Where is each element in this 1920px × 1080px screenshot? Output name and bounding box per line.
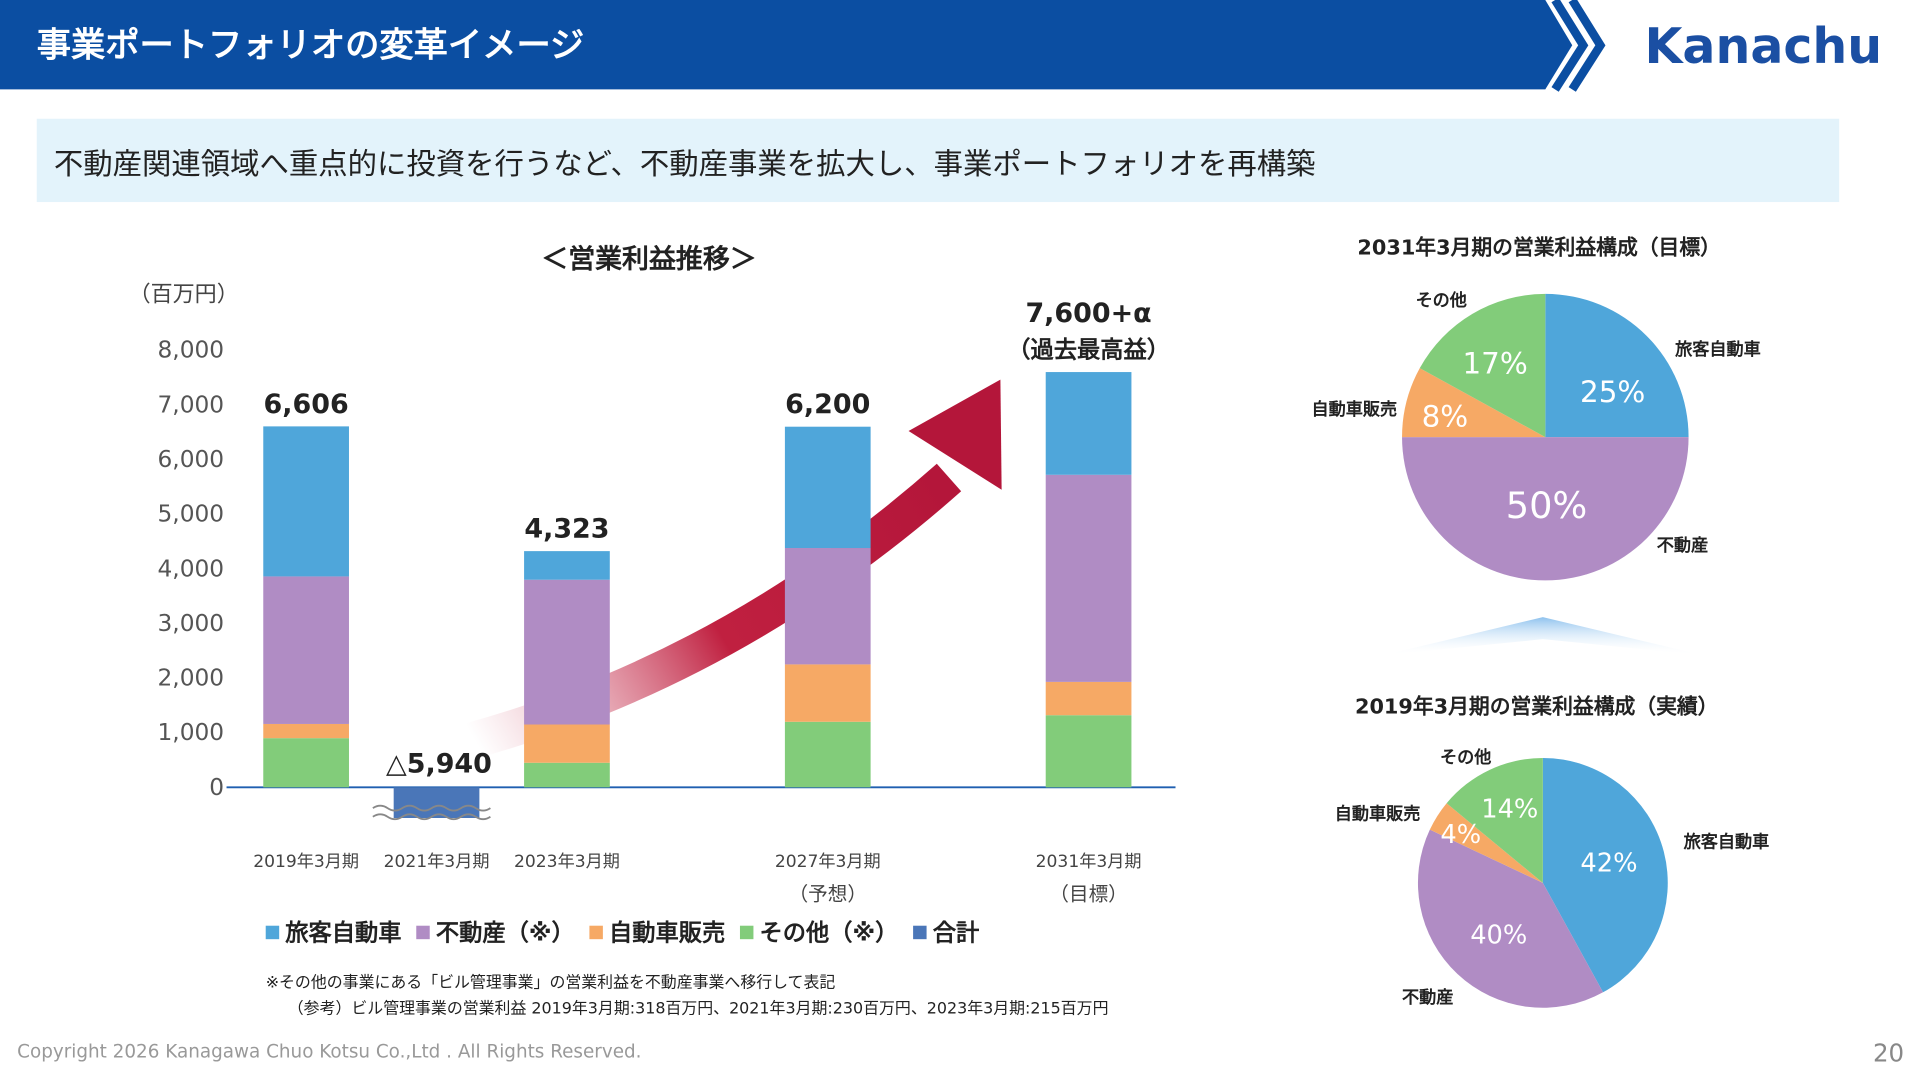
- pie-category-label: その他: [1440, 747, 1491, 768]
- header-title: 事業ポートフォリオの変革イメージ: [37, 25, 585, 65]
- bar-segment: [1045, 715, 1132, 788]
- y-tick-label: 0: [209, 774, 224, 801]
- legend-label: 自動車販売: [609, 920, 725, 947]
- pie-category-label: 不動産: [1657, 535, 1708, 556]
- pie-value-label: 4%: [1440, 820, 1481, 850]
- legend-swatch: [416, 925, 430, 940]
- bar-segment: [524, 551, 610, 580]
- pie-title: 2019年3月期の営業利益構成（実績）: [1355, 695, 1719, 719]
- pie-slice: [1417, 829, 1604, 1008]
- total-bar: [393, 787, 480, 818]
- pie-value-label: 50%: [1506, 484, 1588, 527]
- y-tick-label: 2,000: [158, 665, 225, 692]
- bar-segment: [263, 576, 349, 724]
- chevron: [1568, 0, 1606, 92]
- total-label: 6,606: [264, 389, 349, 420]
- bar-segment: [263, 738, 349, 788]
- legend-label: 不動産（※）: [436, 920, 575, 947]
- charts: ＜営業利益推移＞ （百万円） 0 1,000 2,000 3,000 4,000 5,000 6…: [129, 235, 1770, 1008]
- pie-value-label: 42%: [1580, 848, 1637, 878]
- pie-slice: [1402, 437, 1689, 581]
- copyright: Copyright 2026 Kanagawa Chuo Kotsu Co.,L…: [17, 1041, 641, 1062]
- pie-slice: [1545, 293, 1689, 438]
- legend-label: 合計: [933, 920, 980, 947]
- pie-slice: [1429, 803, 1543, 883]
- pie-slice: [1446, 757, 1543, 883]
- x-tick-label: 2023年3月期: [514, 852, 620, 872]
- header-bar: [0, 0, 1573, 90]
- pie-slice: [1402, 368, 1546, 438]
- y-tick-label: 5,000: [158, 501, 225, 528]
- pie-value-label: 14%: [1481, 794, 1538, 824]
- y-tick-label: 6,000: [158, 446, 225, 473]
- legend-label: 旅客自動車: [285, 920, 401, 947]
- y-tick-label: 1,000: [158, 719, 225, 746]
- banner-text: 不動産関連領域へ重点的に投資を行うなど、不動産事業を拡大し、事業ポートフォリオを…: [54, 147, 1316, 181]
- bar-segment: [784, 721, 871, 788]
- bar-segment: [524, 762, 610, 788]
- bar-segment: [784, 426, 871, 549]
- pie-category-label: 旅客自動車: [1683, 831, 1770, 852]
- y-tick-label: 7,000: [158, 391, 225, 418]
- pie-value-label: 8%: [1422, 399, 1469, 433]
- arrow-head: [908, 379, 1002, 490]
- y-tick-label: 3,000: [158, 610, 225, 637]
- pie-value-label: 25%: [1580, 375, 1645, 409]
- bar-segment: [524, 579, 610, 725]
- annotation: （過去最高益）: [1007, 337, 1170, 364]
- bar-segment: [524, 724, 610, 763]
- pie-category-label: その他: [1416, 290, 1467, 311]
- total-label: 7,600+α: [1025, 298, 1151, 329]
- x-tick-label: 2027年3月期: [775, 852, 881, 872]
- x-tick-label: 2019年3月期: [253, 852, 359, 872]
- total-label: 6,200: [785, 389, 870, 420]
- transition-chevron: [1383, 617, 1703, 656]
- legend-swatch: [589, 925, 603, 940]
- chevron: [1551, 0, 1589, 92]
- legend-label: その他（※）: [760, 920, 899, 947]
- y-tick-label: 8,000: [158, 337, 225, 364]
- bar-segment: [1045, 372, 1132, 475]
- total-label: 4,323: [524, 514, 609, 545]
- legend-swatch: [739, 925, 754, 940]
- pie-category-label: 自動車販売: [1335, 803, 1421, 824]
- x-tick-note: （目標）: [1049, 882, 1127, 905]
- logo: Kanachu: [1644, 18, 1882, 75]
- pie-slice: [1419, 293, 1546, 438]
- y-tick-label: 4,000: [158, 555, 225, 582]
- bar-segment: [263, 426, 349, 577]
- pie-category-label: 旅客自動車: [1674, 339, 1761, 360]
- pie-category-label: 自動車販売: [1312, 399, 1398, 420]
- bars: [263, 372, 1132, 818]
- bar-segment: [784, 664, 871, 722]
- pie-category-label: 不動産: [1402, 987, 1453, 1008]
- bar-segment: [263, 723, 349, 739]
- page-number: 20: [1873, 1039, 1904, 1068]
- axis-break: [372, 804, 491, 821]
- bar-segment: [1045, 474, 1132, 682]
- note: （参考）ビル管理事業の営業利益 2019年3月期:318百万円、2021年3月期…: [288, 998, 1109, 1017]
- note: ※その他の事業にある「ビル管理事業」の営業利益を不動産事業へ移行して表記: [266, 973, 836, 992]
- bar-segment: [1045, 681, 1132, 716]
- x-tick-label: 2021年3月期: [384, 852, 490, 872]
- bar-segment: [784, 548, 871, 665]
- pie-value-label: 40%: [1470, 921, 1527, 951]
- pie-title: 2031年3月期の営業利益構成（目標）: [1357, 235, 1721, 259]
- legend-swatch: [265, 925, 280, 940]
- x-tick-label: 2031年3月期: [1036, 852, 1142, 872]
- chart-title: ＜営業利益推移＞: [541, 243, 756, 275]
- pie-slice: [1542, 757, 1668, 993]
- legend-swatch: [913, 925, 927, 940]
- x-tick-note: （予想）: [789, 882, 867, 905]
- banner: [36, 118, 1840, 203]
- total-label: △5,940: [386, 749, 492, 780]
- pie-value-label: 17%: [1462, 347, 1527, 381]
- y-axis-title: （百万円）: [129, 283, 239, 308]
